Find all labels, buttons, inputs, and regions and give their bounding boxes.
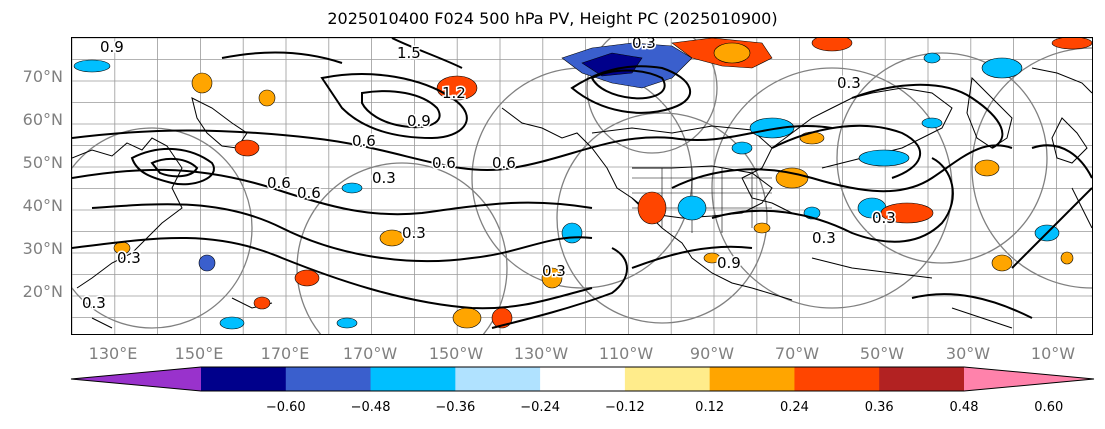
colorbar-extend-low — [71, 367, 201, 391]
colorbar-tick-label: 0.60 — [1034, 400, 1064, 415]
lon-label-130w: 130°W — [513, 344, 569, 363]
lon-label-30w: 30°W — [945, 344, 991, 363]
colorbar-extend-high — [964, 367, 1094, 391]
colorbar — [70, 366, 1095, 392]
contour-label: 0.3 — [117, 249, 141, 267]
contour-label: 0.6 — [492, 154, 516, 172]
positive-anomalies — [113, 38, 1092, 329]
contour-label: 0.9 — [717, 254, 741, 272]
contour-labels: 0.9 1.5 0.6 0.9 1.2 0.6 0.3 0.3 0.6 0.6 0.3 0.3 0.3 0… — [81, 38, 898, 314]
colorbar-segment — [879, 367, 965, 391]
contour-label: 0.9 — [100, 38, 124, 56]
contour-label: 0.3 — [402, 224, 426, 242]
colorbar-tick-label: −0.12 — [604, 400, 645, 415]
contour-label: 0.3 — [632, 38, 656, 52]
colorbar-segment — [370, 367, 456, 391]
lon-label-170e: 170°E — [260, 344, 310, 363]
colorbar-segment — [794, 367, 880, 391]
colorbar-segment — [201, 367, 287, 391]
map-panel: 0.9 1.5 0.6 0.9 1.2 0.6 0.3 0.3 0.6 0.6 0.3 0.3 0.3 0… — [71, 37, 1093, 335]
lon-label-10w: 10°W — [1030, 344, 1076, 363]
colorbar-segments — [71, 367, 1094, 391]
lon-label-70w: 70°W — [774, 344, 820, 363]
colorbar-segment — [455, 367, 541, 391]
contour-label: 0.3 — [542, 262, 566, 280]
lon-label-110w: 110°W — [598, 344, 654, 363]
colorbar-tick-label: 0.36 — [864, 400, 894, 415]
contour-label: 0.6 — [297, 184, 321, 202]
contour-label: 0.6 — [432, 154, 456, 172]
map-title: 2025010400 F024 500 hPa PV, Height PC (2… — [327, 9, 778, 28]
colorbar-tick-label: −0.48 — [350, 400, 391, 415]
colorbar-segment — [709, 367, 795, 391]
lon-label-50w: 50°W — [859, 344, 905, 363]
contour-label: 0.3 — [372, 169, 396, 187]
lat-label-50n: 50°N — [22, 153, 63, 172]
colorbar-tick-label: −0.60 — [265, 400, 306, 415]
lon-label-170w: 170°W — [342, 344, 398, 363]
lat-label-20n: 20°N — [22, 282, 63, 301]
colorbar-tick-label: −0.36 — [435, 400, 476, 415]
contour-label: 0.3 — [812, 229, 836, 247]
map-canvas: 0.9 1.5 0.6 0.9 1.2 0.6 0.3 0.3 0.6 0.6 0.3 0.3 0.3 0… — [72, 38, 1092, 334]
lat-label-30n: 30°N — [22, 239, 63, 258]
colorbar-segment — [285, 367, 372, 391]
lon-label-90w: 90°W — [689, 344, 735, 363]
colorbar-tick-label: 0.12 — [695, 400, 725, 415]
lon-label-150w: 150°W — [428, 344, 484, 363]
contour-label: 0.6 — [267, 174, 291, 192]
contour-label: 0.3 — [837, 74, 861, 92]
coastlines — [72, 67, 1092, 329]
height-contours — [72, 38, 1092, 329]
colorbar-segment — [540, 367, 626, 391]
lat-label-40n: 40°N — [22, 196, 63, 215]
lat-label-60n: 60°N — [22, 110, 63, 129]
lat-label-70n: 70°N — [22, 67, 63, 86]
colorbar-tick-label: 0.48 — [949, 400, 979, 415]
contour-label: 0.9 — [407, 112, 431, 130]
contour-label: 0.6 — [352, 132, 376, 150]
contour-label: 1.2 — [442, 84, 466, 102]
colorbar-tick-label: 0.24 — [779, 400, 809, 415]
colorbar-tick-label: −0.24 — [520, 400, 561, 415]
lon-label-150e: 150°E — [174, 344, 224, 363]
contour-label: 0.3 — [82, 294, 106, 312]
colorbar-segment — [624, 367, 711, 391]
contour-label: 0.3 — [872, 209, 896, 227]
lon-label-130e: 130°E — [88, 344, 138, 363]
contour-label: 1.5 — [397, 44, 421, 62]
